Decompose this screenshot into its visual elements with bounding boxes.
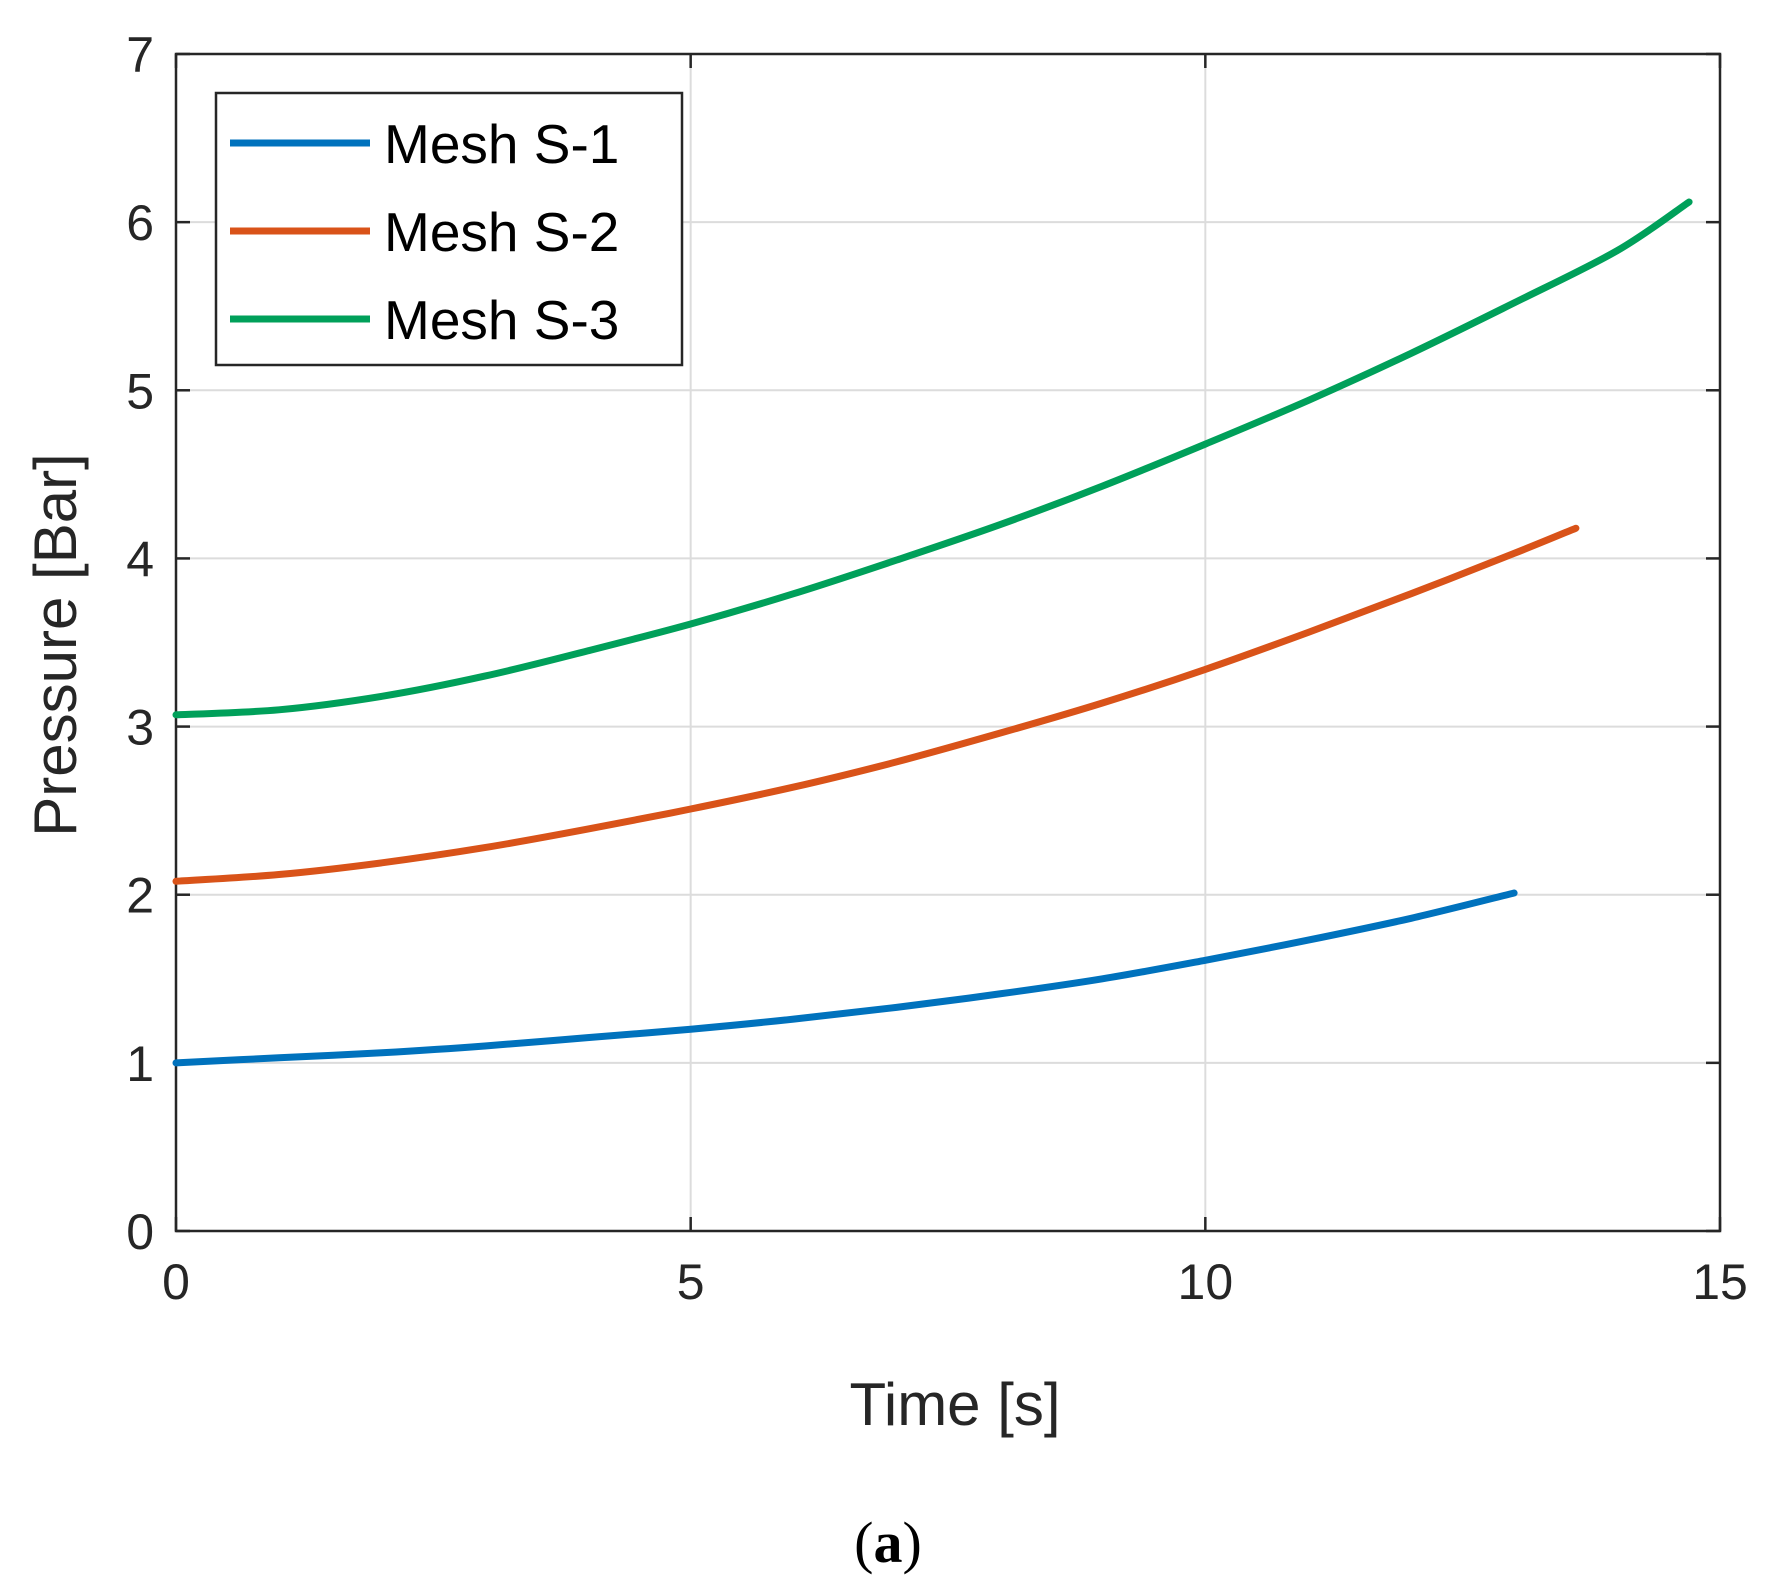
axes-box [174, 52, 1722, 1233]
caption-open: ( [854, 1510, 873, 1575]
tick-labels: 0 5 10 15 0 1 2 3 4 5 6 7 [126, 27, 1748, 1310]
series-line-2 [172, 524, 1580, 885]
series-line-1 [172, 889, 1518, 1067]
caption-label: a [874, 1510, 903, 1575]
axes [174, 52, 1722, 1233]
figure-caption: (a) [854, 1510, 922, 1575]
series-lines [172, 198, 1693, 1067]
legend-label-3: Mesh S-3 [384, 289, 619, 351]
caption-close: ) [903, 1510, 922, 1575]
legend: Mesh S-1 Mesh S-2 Mesh S-3 [214, 91, 684, 367]
x-tick-label: 5 [677, 1254, 705, 1310]
x-tick-label: 15 [1692, 1254, 1748, 1310]
y-tick-label: 2 [126, 868, 154, 924]
x-tick-label: 10 [1178, 1254, 1234, 1310]
y-tick-label: 3 [126, 700, 154, 756]
y-tick-label: 4 [126, 531, 154, 587]
series-line-3 [172, 198, 1693, 719]
y-tick-label: 0 [126, 1204, 154, 1260]
x-tick-label: 0 [162, 1254, 190, 1310]
y-tick-label: 6 [126, 195, 154, 251]
y-axis-label: Pressure [Bar] [22, 453, 89, 836]
y-tick-label: 5 [126, 363, 154, 419]
x-axis-label: Time [s] [849, 1371, 1060, 1438]
legend-label-2: Mesh S-2 [384, 201, 619, 263]
legend-label-1: Mesh S-1 [384, 113, 619, 175]
y-tick-label: 7 [126, 27, 154, 83]
y-tick-label: 1 [126, 1036, 154, 1092]
